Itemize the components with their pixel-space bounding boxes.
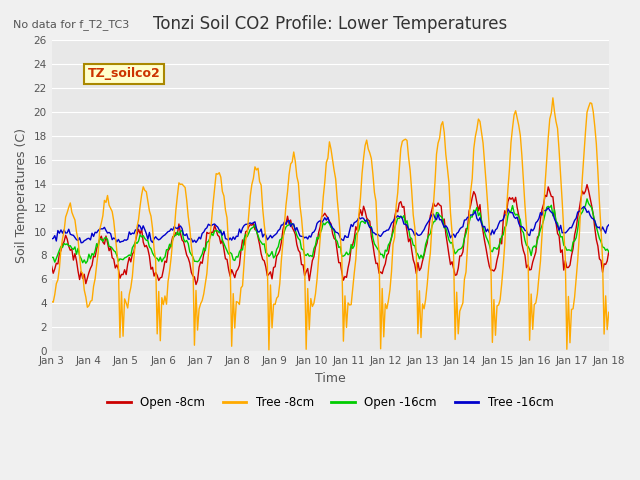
- Legend: Open -8cm, Tree -8cm, Open -16cm, Tree -16cm: Open -8cm, Tree -8cm, Open -16cm, Tree -…: [102, 391, 558, 414]
- Title: Tonzi Soil CO2 Profile: Lower Temperatures: Tonzi Soil CO2 Profile: Lower Temperatur…: [153, 15, 508, 33]
- Text: No data for f_T2_TC3: No data for f_T2_TC3: [13, 19, 129, 30]
- Text: TZ_soilco2: TZ_soilco2: [88, 68, 161, 81]
- X-axis label: Time: Time: [315, 372, 346, 384]
- Y-axis label: Soil Temperatures (C): Soil Temperatures (C): [15, 128, 28, 263]
